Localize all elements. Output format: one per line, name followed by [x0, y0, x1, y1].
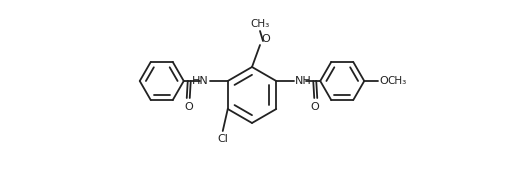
- Text: O: O: [261, 34, 270, 44]
- Text: O: O: [379, 76, 388, 86]
- Text: Cl: Cl: [217, 134, 228, 144]
- Text: HN: HN: [192, 76, 209, 86]
- Text: O: O: [184, 102, 193, 112]
- Text: CH₃: CH₃: [250, 19, 270, 29]
- Text: O: O: [311, 102, 320, 112]
- Text: CH₃: CH₃: [387, 76, 407, 86]
- Text: NH: NH: [295, 76, 312, 86]
